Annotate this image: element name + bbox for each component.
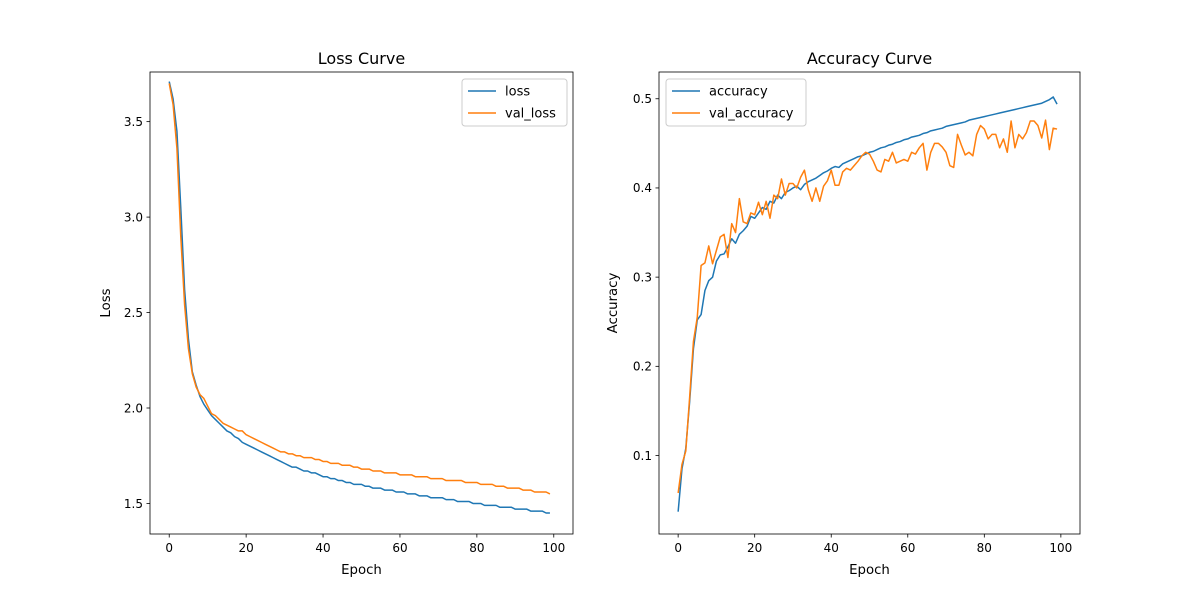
accuracy-y-tick-label: 0.4	[633, 181, 652, 195]
loss-x-tick-label: 80	[469, 541, 484, 555]
loss-y-tick-label: 3.5	[124, 115, 143, 129]
loss-curve-panel: 0 20 40 60 80 100 1.5 2.0 2.5 3.0 3.5 Loss Curve Epo…	[99, 49, 574, 578]
accuracy-x-axis-label: Epoch	[849, 563, 890, 578]
accuracy-y-tick-label: 0.1	[633, 449, 652, 463]
accuracy-legend: accuracy val_accuracy	[665, 78, 807, 127]
loss-x-axis-label: Epoch	[341, 563, 382, 578]
loss-series-line-loss	[168, 81, 550, 514]
loss-x-tick-label: 40	[315, 541, 330, 555]
loss-legend-label-val-loss: val_loss	[505, 107, 556, 122]
loss-legend-label-loss: loss	[505, 85, 530, 100]
loss-x-tick-label: 100	[542, 541, 565, 555]
accuracy-legend-label-accuracy: accuracy	[709, 85, 768, 100]
accuracy-axes-frame	[658, 71, 1081, 535]
accuracy-x-tick-label: 0	[674, 541, 682, 555]
accuracy-curve-panel: 0 20 40 60 80 100 0.1 0.2 0.3 0.4 0.5 Accuracy Curv…	[606, 49, 1081, 578]
accuracy-x-tick-label: 40	[824, 541, 839, 555]
loss-x-tick-label: 0	[165, 541, 173, 555]
accuracy-y-axis-label: Accuracy	[606, 273, 621, 334]
accuracy-x-tick-label: 80	[977, 541, 992, 555]
accuracy-legend-label-val-accuracy: val_accuracy	[709, 107, 794, 122]
loss-x-tick-label: 20	[238, 541, 253, 555]
loss-legend: loss val_loss	[461, 78, 568, 127]
loss-x-tick-label: 60	[392, 541, 407, 555]
accuracy-chart-title: Accuracy Curve	[807, 49, 932, 68]
accuracy-y-tick-label: 0.5	[633, 92, 652, 106]
accuracy-y-tick-label: 0.3	[633, 270, 652, 284]
accuracy-series-line-val-accuracy	[677, 119, 1058, 494]
loss-y-tick-label: 1.5	[124, 497, 143, 511]
accuracy-legend-box	[665, 78, 807, 127]
accuracy-y-tick-label: 0.2	[633, 360, 652, 374]
accuracy-x-tick-label: 60	[900, 541, 915, 555]
loss-chart-title: Loss Curve	[318, 49, 405, 68]
loss-y-tick-label: 2.0	[124, 401, 143, 415]
loss-y-tick-label: 2.5	[124, 306, 143, 320]
loss-axes-frame	[149, 71, 574, 535]
loss-series-line-val-loss	[168, 83, 551, 495]
loss-y-axis-label: Loss	[99, 288, 114, 317]
accuracy-x-tick-label: 20	[747, 541, 762, 555]
accuracy-x-tick-label: 100	[1049, 541, 1072, 555]
loss-y-tick-label: 3.0	[124, 210, 143, 224]
